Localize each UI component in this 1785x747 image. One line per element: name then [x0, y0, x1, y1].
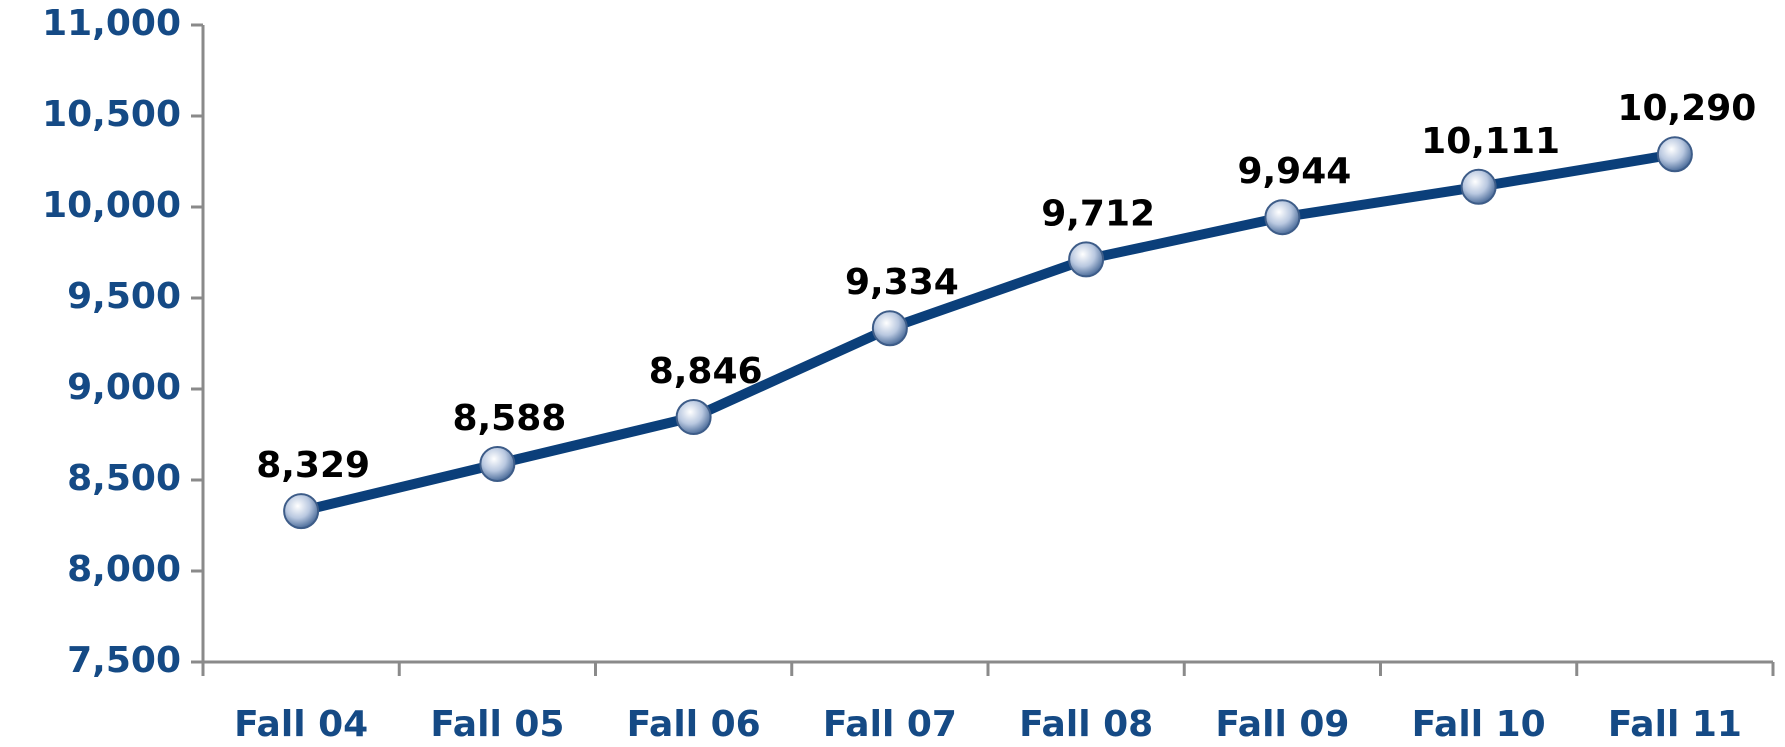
data-label: 9,944: [1237, 151, 1351, 192]
y-tick-label: 8,000: [67, 549, 181, 590]
y-tick-label: 11,000: [42, 3, 181, 44]
x-tick-label: Fall 07: [823, 704, 957, 745]
marker: [1068, 241, 1105, 278]
y-tick-label: 9,000: [67, 367, 181, 408]
y-tick-label: 10,500: [42, 94, 181, 135]
data-label: 8,846: [649, 351, 763, 392]
y-tick-label: 9,500: [67, 276, 181, 317]
line: [299, 149, 1676, 516]
x-tick-label: Fall 10: [1412, 704, 1546, 745]
x-tick-label: Fall 06: [627, 704, 761, 745]
marker: [1460, 168, 1497, 205]
data-label: 9,712: [1041, 193, 1155, 234]
marker: [283, 493, 320, 530]
marker: [1656, 136, 1693, 173]
marker: [1264, 199, 1301, 236]
x-tick-label: Fall 08: [1019, 704, 1153, 745]
marker: [871, 310, 908, 347]
x-tick-label: Fall 09: [1215, 704, 1349, 745]
data-label: 10,290: [1617, 88, 1756, 129]
x-tick-label: Fall 04: [234, 704, 368, 745]
marker: [479, 445, 516, 482]
x-tick-label: Fall 05: [430, 704, 564, 745]
y-tick-label: 7,500: [67, 640, 181, 681]
data-label: 8,329: [256, 445, 370, 486]
marker: [675, 399, 712, 436]
data-label: 10,111: [1421, 121, 1560, 162]
x-tick-label: Fall 11: [1608, 704, 1742, 745]
data-label: 8,588: [452, 398, 566, 439]
data-label: 9,334: [845, 262, 959, 303]
y-tick-label: 10,000: [42, 185, 181, 226]
y-tick-label: 8,500: [67, 458, 181, 499]
